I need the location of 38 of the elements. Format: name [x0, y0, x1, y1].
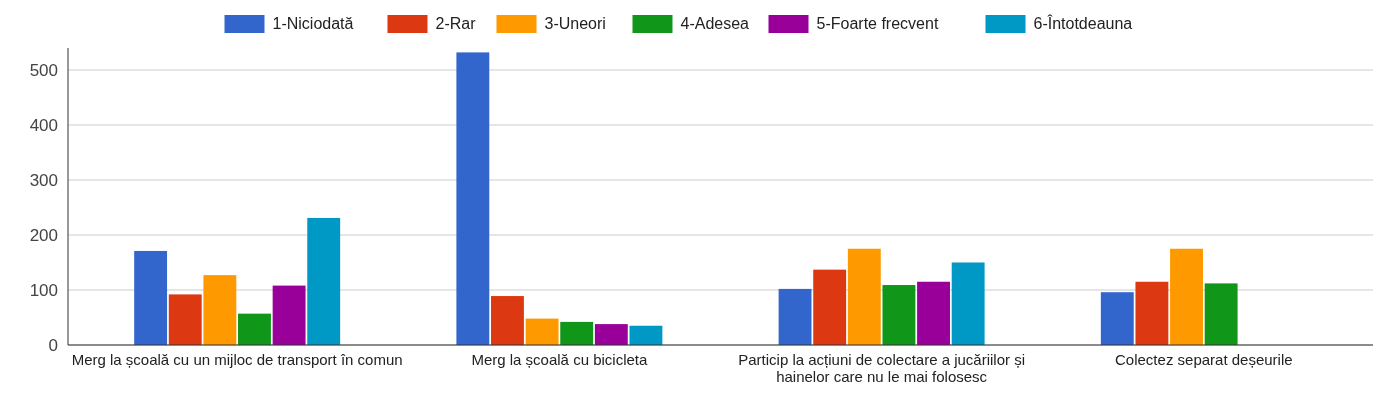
bar [525, 318, 559, 345]
bar [1100, 292, 1134, 345]
legend-label: 2-Rar [435, 15, 477, 32]
legend-label: 3-Uneori [544, 15, 606, 32]
bar [203, 275, 237, 345]
legend-label: 5-Foarte frecvent [816, 15, 939, 32]
x-tick-label: Particip la acțiuni de colectare a jucăriilor și hainelor care nu le mai folosesc [738, 351, 1026, 385]
bar [847, 248, 881, 345]
bar [134, 250, 168, 345]
legend-label: 6-Întotdeauna [1033, 14, 1133, 32]
y-tick-label: 500 [29, 61, 58, 80]
x-tick-label: Merg la școală cu un mijloc de transport în comun [71, 351, 403, 368]
bar [1135, 281, 1169, 345]
bar [456, 52, 490, 345]
bar [594, 324, 628, 345]
bar [882, 285, 916, 345]
bar [272, 285, 306, 345]
x-tick-label: Colectez separat deșeurile [1115, 351, 1293, 368]
bar [778, 288, 812, 345]
bar [917, 281, 950, 345]
bar [1170, 248, 1203, 345]
legend-label: 4-Adesea [680, 15, 750, 32]
bar [629, 325, 663, 345]
bar [168, 294, 202, 345]
y-tick-label: 100 [29, 281, 58, 300]
x-tick-label: Merg la școală cu bicicleta [471, 351, 648, 368]
bar [1204, 283, 1238, 345]
bar [238, 313, 271, 345]
bar [491, 296, 524, 345]
legend-label: 1-Niciodată [272, 15, 354, 32]
bar [560, 321, 594, 345]
y-tick-label: 200 [29, 226, 58, 245]
bar [951, 262, 985, 345]
bar [813, 269, 847, 345]
y-tick-label: 300 [29, 171, 58, 190]
y-tick-label: 0 [48, 336, 58, 355]
bar [307, 217, 341, 345]
y-tick-label: 400 [29, 116, 58, 135]
